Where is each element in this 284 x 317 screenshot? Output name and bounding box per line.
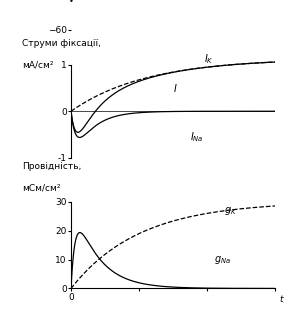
Text: $I$: $I$ — [173, 82, 178, 94]
Text: Провідність,: Провідність, — [22, 162, 81, 171]
Text: Струми фіксації,: Струми фіксації, — [22, 40, 101, 49]
Text: $g_K$: $g_K$ — [224, 205, 237, 217]
Text: •: • — [68, 0, 74, 6]
Text: $I_K$: $I_K$ — [204, 52, 214, 66]
Text: $I_{Na}$: $I_{Na}$ — [190, 130, 204, 144]
Text: $g_{Na}$: $g_{Na}$ — [214, 255, 231, 266]
Text: мА/см²: мА/см² — [22, 61, 53, 70]
Text: t, мс: t, мс — [279, 295, 284, 304]
Text: мСм/см²: мСм/см² — [22, 184, 60, 192]
